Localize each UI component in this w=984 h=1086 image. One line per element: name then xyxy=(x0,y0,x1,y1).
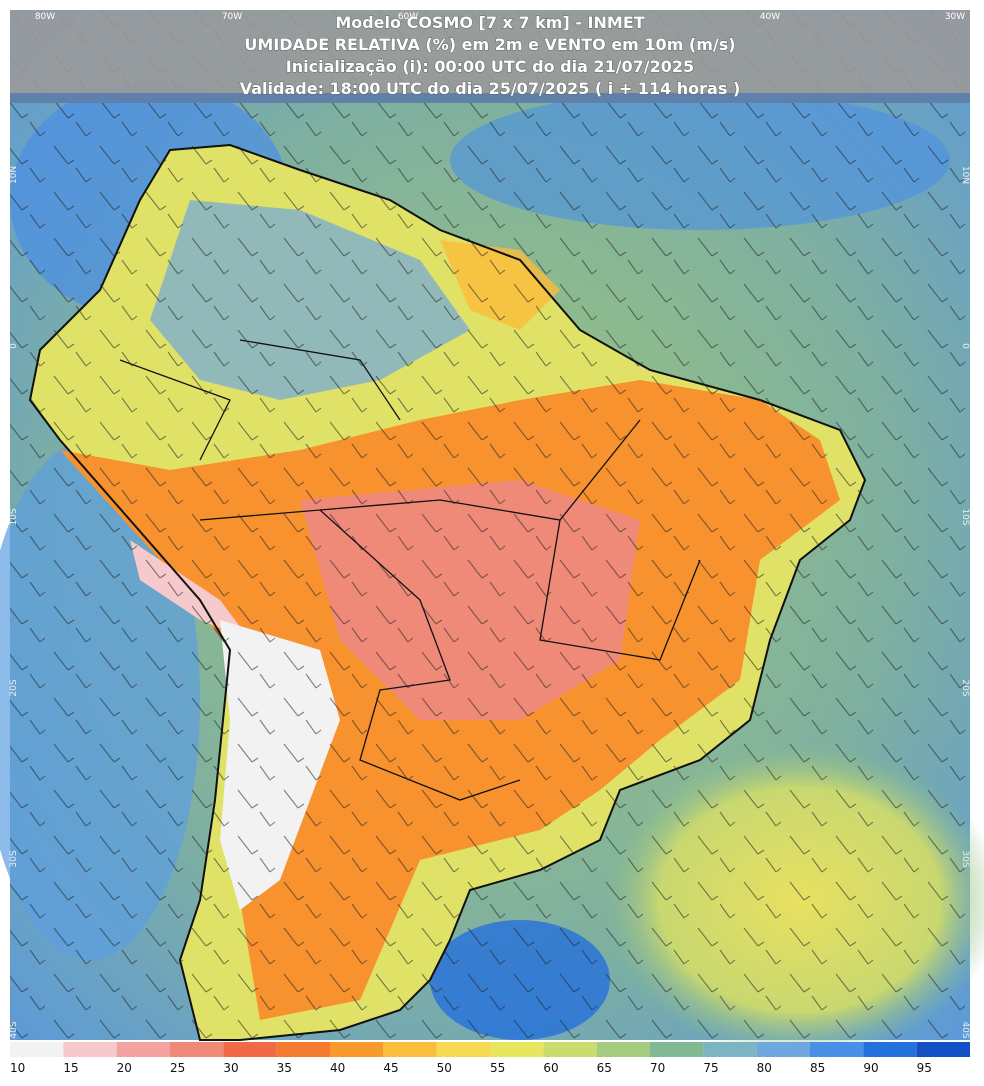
colorbar-cell xyxy=(276,1042,330,1057)
colorbar-label: 50 xyxy=(437,1061,452,1075)
colorbar-cell xyxy=(10,1042,64,1057)
wind-barbs xyxy=(10,10,970,1040)
latitude-label: 10N xyxy=(960,166,970,184)
colorbar-label: 70 xyxy=(650,1061,665,1075)
colorbar-label: 15 xyxy=(63,1061,78,1075)
colorbar-label: 80 xyxy=(757,1061,772,1075)
colorbar-label: 30 xyxy=(223,1061,238,1075)
colorbar-label: 10 xyxy=(10,1061,25,1075)
colorbar-cell xyxy=(116,1042,170,1057)
latitude-label: 30S xyxy=(9,850,19,867)
colorbar-label: 55 xyxy=(490,1061,505,1075)
header-band xyxy=(10,10,970,103)
colorbar-cell xyxy=(490,1042,544,1057)
colorbar-label: 90 xyxy=(863,1061,878,1075)
latitude-label: 40S xyxy=(960,1021,970,1038)
colorbar-cell xyxy=(223,1042,277,1057)
colorbar-cell xyxy=(863,1042,917,1057)
colorbar-cell xyxy=(810,1042,864,1057)
colorbar-cell xyxy=(543,1042,597,1057)
latitude-label: 10N xyxy=(9,166,19,184)
colorbar-label: 95 xyxy=(917,1061,932,1075)
colorbar-label: 35 xyxy=(277,1061,292,1075)
colorbar-cell xyxy=(330,1042,384,1057)
header-edge xyxy=(10,93,970,103)
latitude-label: 0 xyxy=(960,343,970,349)
latitude-label: 40S xyxy=(9,1021,19,1038)
colorbar-cell xyxy=(63,1042,117,1057)
latitude-label: 20S xyxy=(960,679,970,696)
latitude-label: 10S xyxy=(960,508,970,525)
colorbar-cell xyxy=(383,1042,437,1057)
header-line: UMIDADE RELATIVA (%) em 2m e VENTO em 10… xyxy=(244,35,735,54)
longitude-label: 80W xyxy=(35,12,55,22)
colorbar-label: 45 xyxy=(383,1061,398,1075)
longitude-label: 70W xyxy=(222,12,242,22)
colorbar-label: 20 xyxy=(117,1061,132,1075)
latitude-label: 10S xyxy=(9,508,19,525)
colorbar-cell xyxy=(703,1042,757,1057)
header-line: Inicialização (i): 00:00 UTC do dia 21/0… xyxy=(286,57,694,76)
colorbar-cell xyxy=(756,1042,810,1057)
longitude-label: 60W xyxy=(398,12,418,22)
header-line: Modelo COSMO [7 x 7 km] - INMET xyxy=(335,13,644,32)
colorbar-label: 60 xyxy=(543,1061,558,1075)
colorbar-label: 25 xyxy=(170,1061,185,1075)
longitude-label: 40W xyxy=(760,12,780,22)
colorbar-label: 40 xyxy=(330,1061,345,1075)
latitude-label: 20S xyxy=(9,679,19,696)
colorbar-cell xyxy=(916,1042,970,1057)
colorbar-cell xyxy=(650,1042,704,1057)
colorbar-label: 65 xyxy=(597,1061,612,1075)
header-line: Validade: 18:00 UTC do dia 25/07/2025 ( … xyxy=(240,79,741,98)
colorbar-cell xyxy=(436,1042,490,1057)
colorbar-label: 75 xyxy=(703,1061,718,1075)
longitude-label: 30W xyxy=(945,12,965,22)
latitude-label: 0 xyxy=(9,343,19,349)
colorbar-cell xyxy=(170,1042,224,1057)
latitude-label: 30S xyxy=(960,850,970,867)
colorbar-label: 85 xyxy=(810,1061,825,1075)
colorbar-cell xyxy=(596,1042,650,1057)
